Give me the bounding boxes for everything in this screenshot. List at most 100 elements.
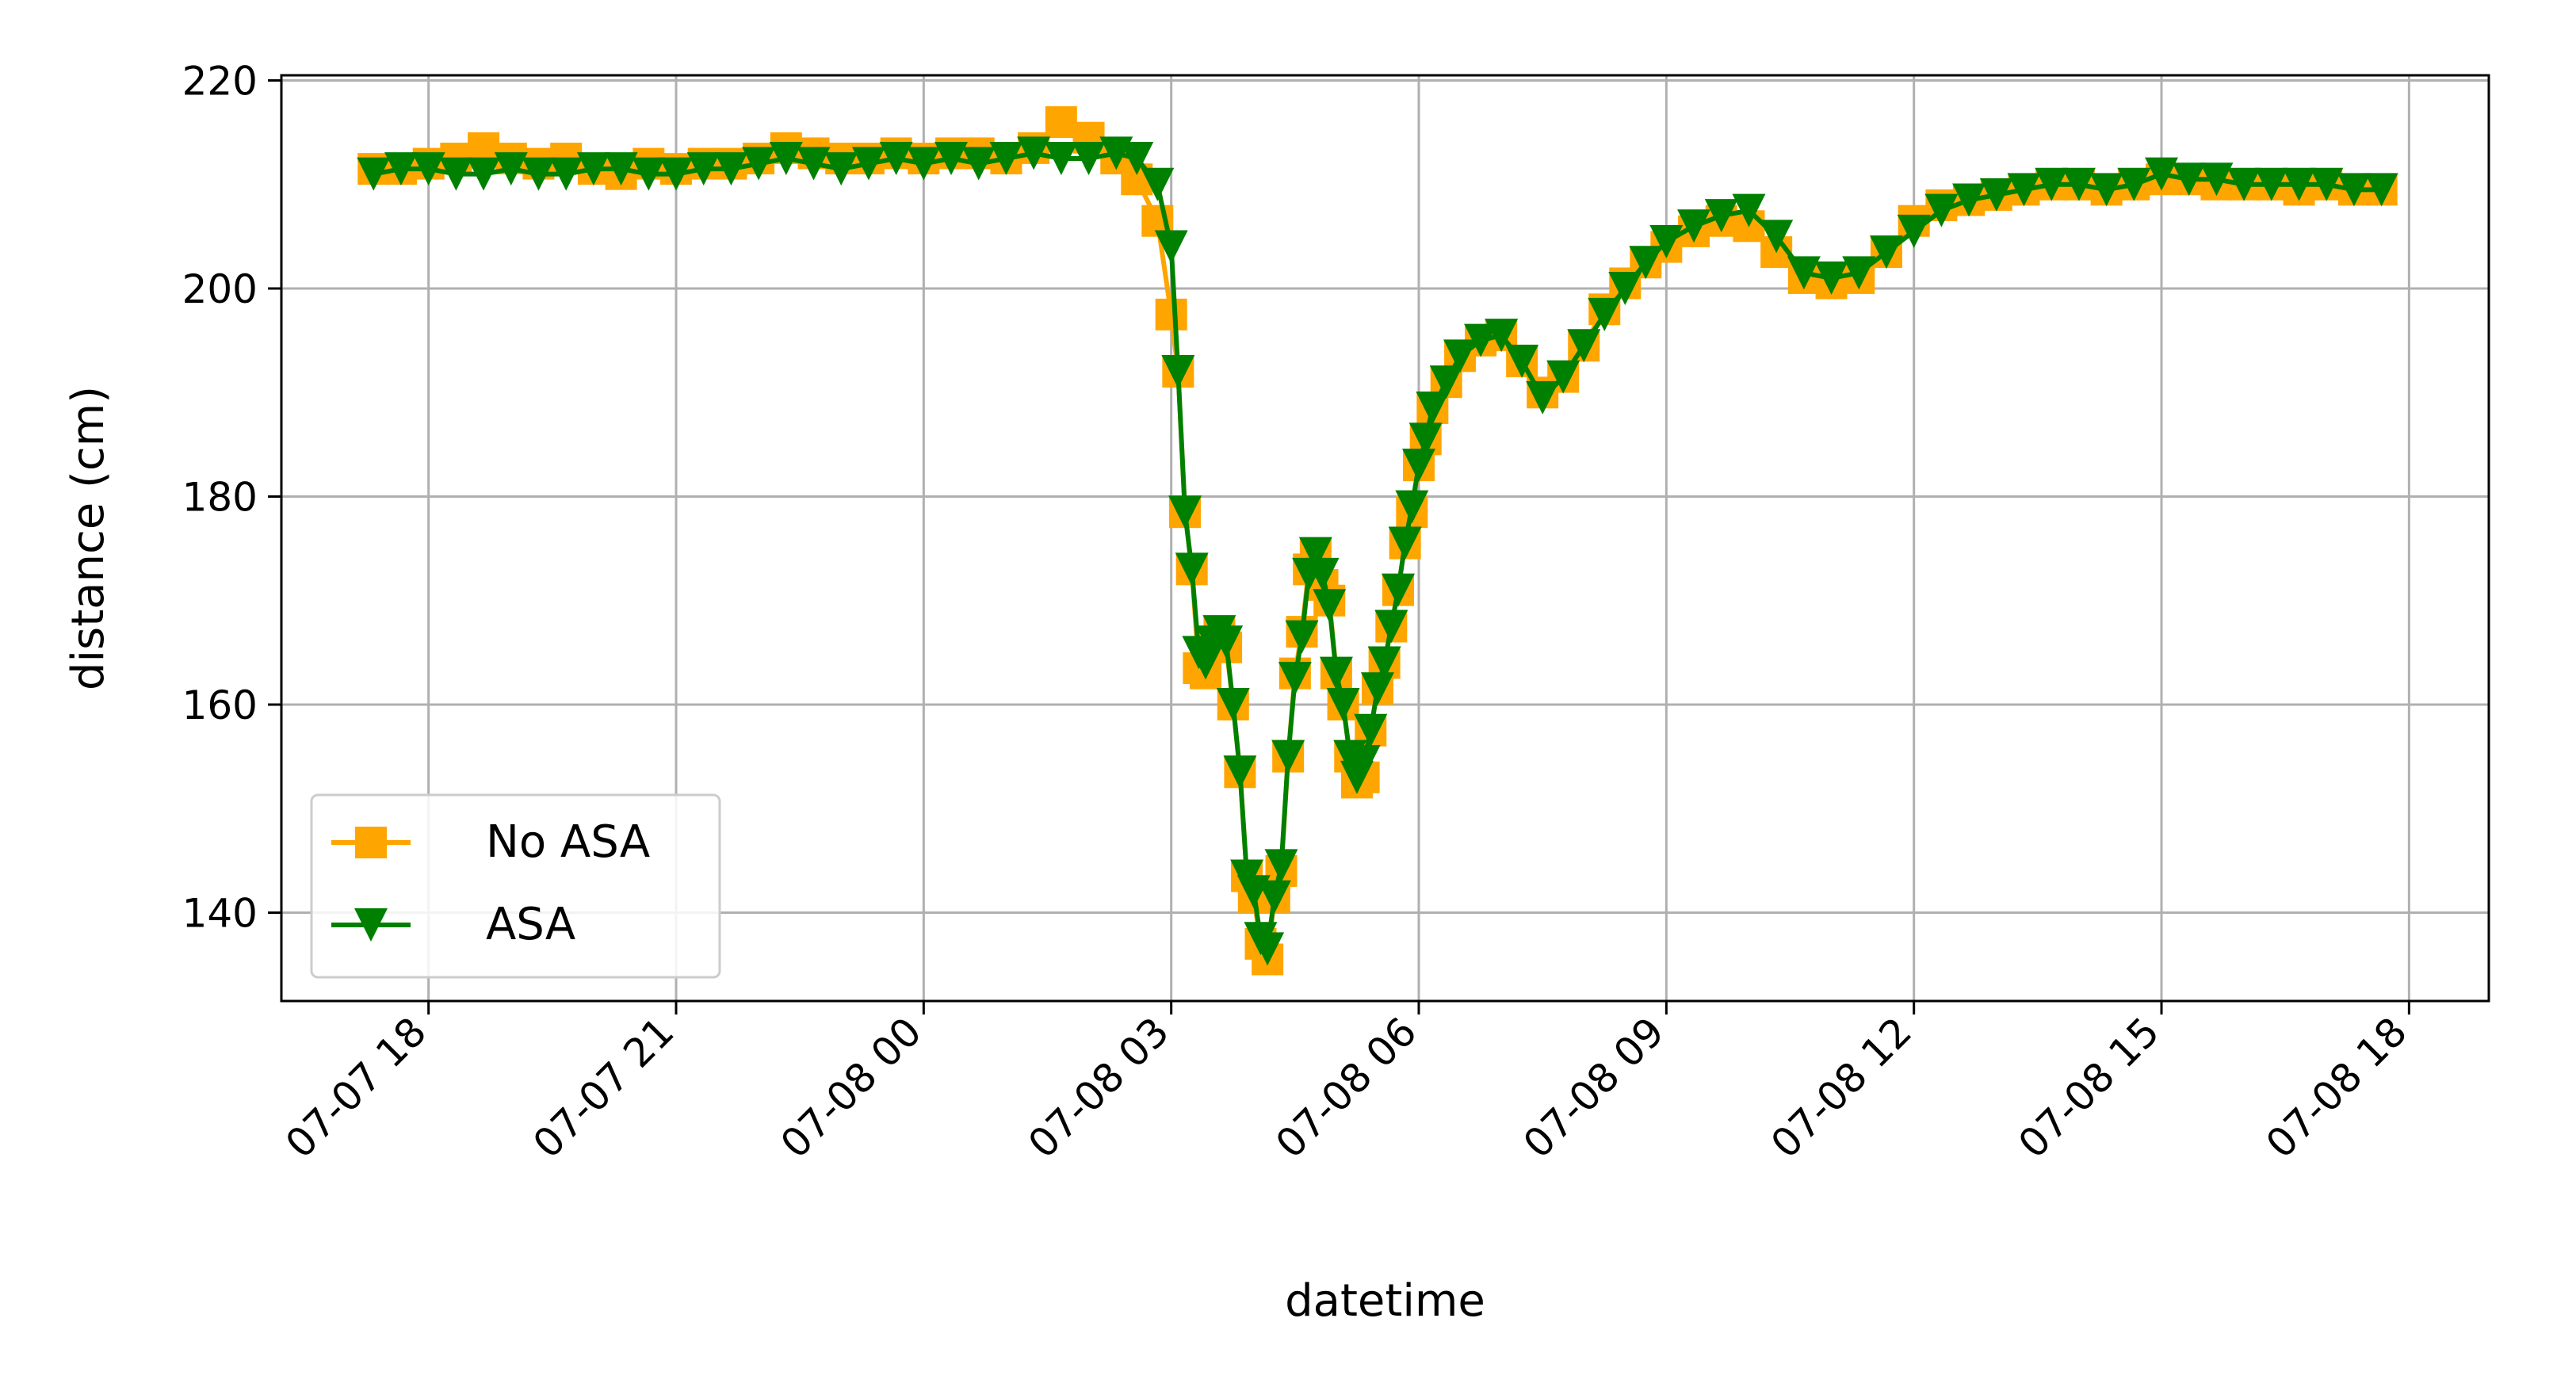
- data-point: [1402, 449, 1436, 483]
- data-point: [686, 152, 720, 186]
- data-point: [1210, 625, 1244, 659]
- data-point: [1704, 199, 1738, 233]
- data-point: [742, 147, 776, 181]
- data-point: [1416, 391, 1450, 425]
- data-point: [2227, 167, 2261, 201]
- data-point: [1045, 106, 1077, 139]
- data-point: [1649, 224, 1684, 258]
- data-point: [1408, 422, 1443, 457]
- data-point: [1251, 932, 1285, 966]
- data-point: [1505, 344, 1539, 378]
- data-point: [1546, 360, 1580, 394]
- data-point: [1257, 880, 1291, 914]
- legend-entry: ASA: [331, 899, 575, 950]
- data-point: [2117, 167, 2151, 201]
- legend-marker: [355, 827, 387, 858]
- data-point: [2337, 173, 2371, 207]
- data-point: [1814, 261, 1848, 295]
- data-point: [411, 152, 445, 186]
- data-point: [1017, 136, 1051, 170]
- y-tick-label: 200: [182, 266, 258, 312]
- data-point: [2310, 167, 2344, 201]
- data-point: [1429, 365, 1463, 399]
- data-point: [1526, 380, 1560, 415]
- data-point: [1313, 589, 1347, 623]
- data-point: [2089, 173, 2123, 207]
- data-point: [1608, 272, 1642, 306]
- data-point: [1278, 662, 1312, 696]
- data-point: [2145, 157, 2179, 191]
- data-point: [2172, 162, 2206, 197]
- data-point: [1443, 339, 1477, 373]
- data-point: [1360, 672, 1394, 706]
- data-point: [769, 141, 803, 175]
- data-point: [1305, 557, 1340, 591]
- legend-marker: [354, 908, 388, 942]
- x-axis-label: datetime: [1285, 1275, 1485, 1327]
- legend-label: ASA: [486, 899, 575, 950]
- data-point: [1216, 687, 1250, 721]
- data-point: [549, 157, 583, 191]
- data-point: [1223, 755, 1257, 789]
- legend: No ASA ASA: [310, 793, 721, 979]
- data-point: [1677, 209, 1711, 243]
- data-point: [989, 141, 1023, 175]
- data-point: [1319, 656, 1353, 690]
- data-point: [1787, 256, 1821, 290]
- data-point: [1326, 687, 1360, 721]
- data-point: [1388, 526, 1422, 560]
- data-point: [659, 157, 694, 191]
- data-point: [1464, 323, 1498, 357]
- data-point: [1161, 355, 1195, 389]
- y-tick-label: 220: [182, 59, 258, 105]
- data-point: [384, 152, 418, 186]
- data-point: [1732, 193, 1766, 227]
- data-point: [1629, 246, 1663, 280]
- data-point: [522, 157, 556, 191]
- data-point: [797, 147, 831, 181]
- data-point: [576, 152, 610, 186]
- y-tick-label: 160: [182, 682, 258, 728]
- series-1: [357, 136, 2398, 966]
- data-point: [1285, 620, 1319, 654]
- data-point: [357, 157, 391, 191]
- data-point: [1979, 178, 2013, 212]
- data-point: [1395, 490, 1429, 524]
- data-point: [1924, 193, 1959, 227]
- data-point: [961, 147, 996, 181]
- data-point: [1760, 220, 1794, 254]
- data-point: [1588, 297, 1622, 331]
- data-point: [1485, 319, 1519, 353]
- data-point: [2200, 162, 2234, 197]
- data-point: [1264, 849, 1298, 883]
- data-point: [467, 157, 501, 191]
- data-point: [632, 157, 666, 191]
- data-point: [1567, 329, 1601, 363]
- data-point: [1897, 214, 1931, 248]
- data-point: [1354, 713, 1388, 747]
- data-point: [1869, 235, 1903, 269]
- data-point: [1952, 183, 1986, 217]
- y-axis-label: distance (cm): [63, 386, 114, 690]
- data-point: [1381, 573, 1415, 607]
- data-point: [851, 147, 885, 181]
- data-point: [439, 157, 473, 191]
- data-point: [1298, 537, 1332, 571]
- data-point: [1374, 609, 1408, 644]
- data-point: [2007, 173, 2041, 207]
- data-point: [1168, 495, 1202, 529]
- y-tick-label: 140: [182, 890, 258, 936]
- data-point: [934, 141, 969, 175]
- data-point: [604, 152, 638, 186]
- plot-series: [357, 106, 2398, 976]
- data-point: [2364, 173, 2398, 207]
- data-point: [879, 141, 913, 175]
- data-point: [494, 152, 528, 186]
- legend-label: No ASA: [486, 816, 650, 868]
- data-point: [1072, 141, 1106, 175]
- data-point: [824, 152, 858, 186]
- data-point: [1154, 230, 1188, 264]
- data-point: [2282, 167, 2316, 201]
